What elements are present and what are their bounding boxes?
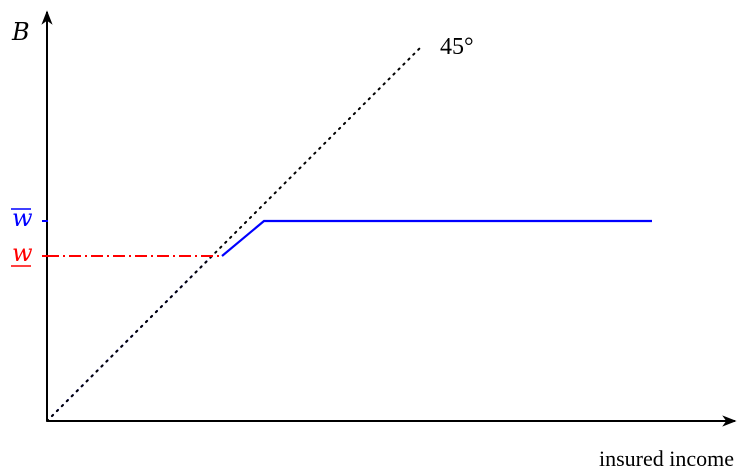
- angle-45-label: 45°: [440, 34, 474, 60]
- series-layer: [46, 45, 652, 422]
- y-axis-label: B: [11, 18, 30, 46]
- w-underline-label: w: [12, 239, 33, 267]
- x-axis-label: insured income: [599, 446, 734, 471]
- w-bar-label: w: [12, 204, 33, 232]
- benefit-line-solid: [221, 219, 652, 257]
- tick-layer: ww: [11, 204, 48, 267]
- line-45-degree: [46, 45, 423, 422]
